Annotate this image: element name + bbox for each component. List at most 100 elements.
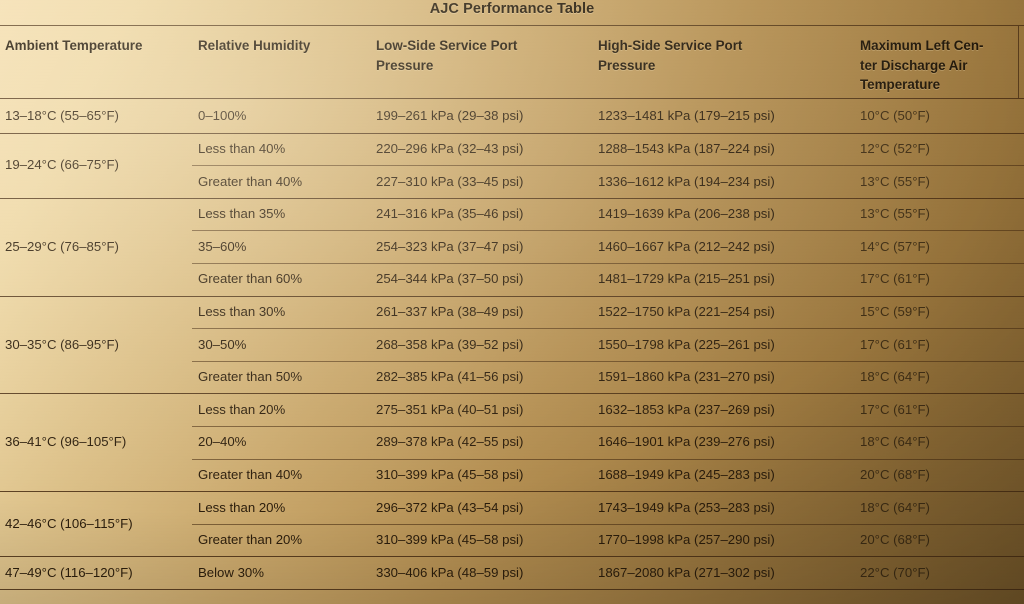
max-discharge-temp-cell: 18°C (64°F) [860, 499, 930, 515]
high-side-pressure-cell: 1591–1860 kPa (231–270 psi) [598, 369, 775, 385]
relative-humidity-cell: Greater than 60% [198, 271, 303, 287]
ambient-temperature-cell: 30–35°C (86–95°F) [5, 336, 119, 352]
relative-humidity-cell: 35–60% [198, 238, 247, 254]
high-side-pressure-cell: 1632–1853 kPa (237–269 psi) [598, 401, 775, 417]
group-divider [0, 295, 1024, 297]
low-side-pressure-cell: 261–337 kPa (38–49 psi) [376, 303, 524, 319]
max-discharge-temp-cell: 17°C (61°F) [860, 271, 930, 287]
column-header-line: Ambient Temperature [5, 38, 143, 53]
column-header-line: Pressure [376, 57, 434, 73]
max-discharge-temp-cell: 15°C (59°F) [860, 303, 930, 319]
group-divider [0, 197, 1024, 199]
relative-humidity-cell: Below 30% [198, 564, 264, 580]
column-header-low-side-pressure: Low-Side Service Port Pressure [376, 36, 517, 75]
low-side-pressure-cell: 254–344 kPa (37–50 psi) [376, 271, 524, 287]
column-header-line: High-Side Service Port [598, 38, 743, 53]
ambient-temperature-cell: 25–29°C (76–85°F) [5, 238, 119, 254]
group-divider [0, 393, 1024, 395]
max-discharge-temp-cell: 12°C (52°F) [860, 140, 930, 156]
low-side-pressure-cell: 268–358 kPa (39–52 psi) [376, 336, 524, 352]
relative-humidity-cell: Less than 20% [198, 499, 286, 515]
column-header-ambient-temperature: Ambient Temperature [5, 36, 142, 56]
group-divider [0, 132, 1024, 134]
max-discharge-temp-cell: 18°C (64°F) [860, 434, 930, 450]
ambient-temperature-cell: 13–18°C (55–65°F) [5, 108, 119, 124]
relative-humidity-cell: 30–50% [198, 336, 247, 352]
ambient-temperature-cell: 47–49°C (116–120°F) [5, 564, 133, 580]
group-divider [0, 589, 1024, 590]
high-side-pressure-cell: 1867–2080 kPa (271–302 psi) [598, 564, 775, 580]
high-side-pressure-cell: 1288–1543 kPa (187–224 psi) [598, 140, 775, 156]
max-discharge-temp-cell: 13°C (55°F) [860, 173, 930, 189]
relative-humidity-cell: Greater than 50% [198, 369, 303, 385]
column-header-relative-humidity: Relative Humidity [198, 36, 310, 56]
page-title: AJC Performance Table [429, 1, 595, 17]
max-discharge-temp-cell: 17°C (61°F) [860, 401, 930, 417]
sub-row-divider [192, 328, 1024, 330]
high-side-pressure-cell: 1646–1901 kPa (239–276 psi) [598, 434, 775, 450]
low-side-pressure-cell: 227–310 kPa (33–45 psi) [376, 173, 524, 189]
header-divider [0, 98, 1024, 99]
high-side-pressure-cell: 1481–1729 kPa (215–251 psi) [598, 271, 775, 287]
sub-row-divider [192, 360, 1024, 362]
sub-row-divider [192, 165, 1024, 167]
sub-row-divider [192, 523, 1024, 525]
high-side-pressure-cell: 1770–1998 kPa (257–290 psi) [598, 532, 775, 548]
max-discharge-temp-cell: 18°C (64°F) [860, 369, 930, 385]
low-side-pressure-cell: 310–399 kPa (45–58 psi) [376, 532, 524, 548]
group-divider [0, 491, 1024, 493]
max-discharge-temp-cell: 13°C (55°F) [860, 206, 930, 222]
low-side-pressure-cell: 241–316 kPa (35–46 psi) [376, 206, 524, 222]
relative-humidity-cell: Less than 30% [198, 303, 286, 319]
sub-row-divider [192, 263, 1024, 264]
column-header-line: Relative Humidity [198, 38, 311, 53]
high-side-pressure-cell: 1743–1949 kPa (253–283 psi) [598, 499, 775, 515]
header-right-edge-rule [1018, 26, 1019, 98]
ambient-temperature-cell: 42–46°C (106–115°F) [5, 515, 133, 531]
relative-humidity-cell: 0–100% [198, 108, 247, 124]
column-header-line: ter Discharge Air [860, 57, 968, 73]
sub-row-divider [192, 458, 1024, 460]
group-divider [0, 556, 1024, 558]
column-header-line: Maximum Left Cen- [860, 38, 984, 53]
max-discharge-temp-cell: 20°C (68°F) [860, 466, 930, 482]
column-header-line: Temperature [860, 77, 941, 92]
low-side-pressure-cell: 220–296 kPa (32–43 psi) [376, 140, 524, 156]
column-header-high-side-pressure: High-Side Service Port Pressure [598, 36, 742, 75]
sub-row-divider [192, 426, 1024, 427]
high-side-pressure-cell: 1688–1949 kPa (245–283 psi) [598, 466, 775, 482]
column-header-line: Pressure [598, 57, 656, 73]
low-side-pressure-cell: 199–261 kPa (29–38 psi) [376, 108, 524, 124]
ambient-temperature-cell: 36–41°C (96–105°F) [5, 434, 127, 450]
low-side-pressure-cell: 330–406 kPa (48–59 psi) [376, 564, 524, 580]
max-discharge-temp-cell: 22°C (70°F) [860, 564, 930, 580]
relative-humidity-cell: Greater than 40% [198, 173, 303, 189]
high-side-pressure-cell: 1419–1639 kPa (206–238 psi) [598, 206, 775, 222]
title-divider [0, 25, 1024, 26]
ambient-temperature-cell: 19–24°C (66–75°F) [5, 157, 119, 173]
sub-row-divider [192, 230, 1024, 232]
relative-humidity-cell: 20–40% [198, 434, 247, 450]
column-header-max-discharge-temp: Maximum Left Cen-ter Discharge Air Temper… [860, 36, 984, 95]
relative-humidity-cell: Less than 35% [198, 206, 286, 222]
low-side-pressure-cell: 310–399 kPa (45–58 psi) [376, 466, 524, 482]
low-side-pressure-cell: 275–351 kPa (40–51 psi) [376, 401, 524, 417]
high-side-pressure-cell: 1233–1481 kPa (179–215 psi) [598, 108, 775, 124]
max-discharge-temp-cell: 10°C (50°F) [860, 108, 930, 124]
low-side-pressure-cell: 296–372 kPa (43–54 psi) [376, 499, 524, 515]
relative-humidity-cell: Less than 20% [198, 401, 286, 417]
high-side-pressure-cell: 1336–1612 kPa (194–234 psi) [598, 173, 775, 189]
high-side-pressure-cell: 1522–1750 kPa (221–254 psi) [598, 303, 775, 319]
max-discharge-temp-cell: 20°C (68°F) [860, 532, 930, 548]
low-side-pressure-cell: 282–385 kPa (41–56 psi) [376, 369, 524, 385]
relative-humidity-cell: Greater than 20% [198, 532, 303, 548]
max-discharge-temp-cell: 17°C (61°F) [860, 336, 930, 352]
relative-humidity-cell: Greater than 40% [198, 466, 303, 482]
low-side-pressure-cell: 289–378 kPa (42–55 psi) [376, 434, 524, 450]
column-header-line: Low-Side Service Port [376, 38, 518, 53]
max-discharge-temp-cell: 14°C (57°F) [860, 238, 930, 254]
low-side-pressure-cell: 254–323 kPa (37–47 psi) [376, 238, 524, 254]
high-side-pressure-cell: 1550–1798 kPa (225–261 psi) [598, 336, 775, 352]
